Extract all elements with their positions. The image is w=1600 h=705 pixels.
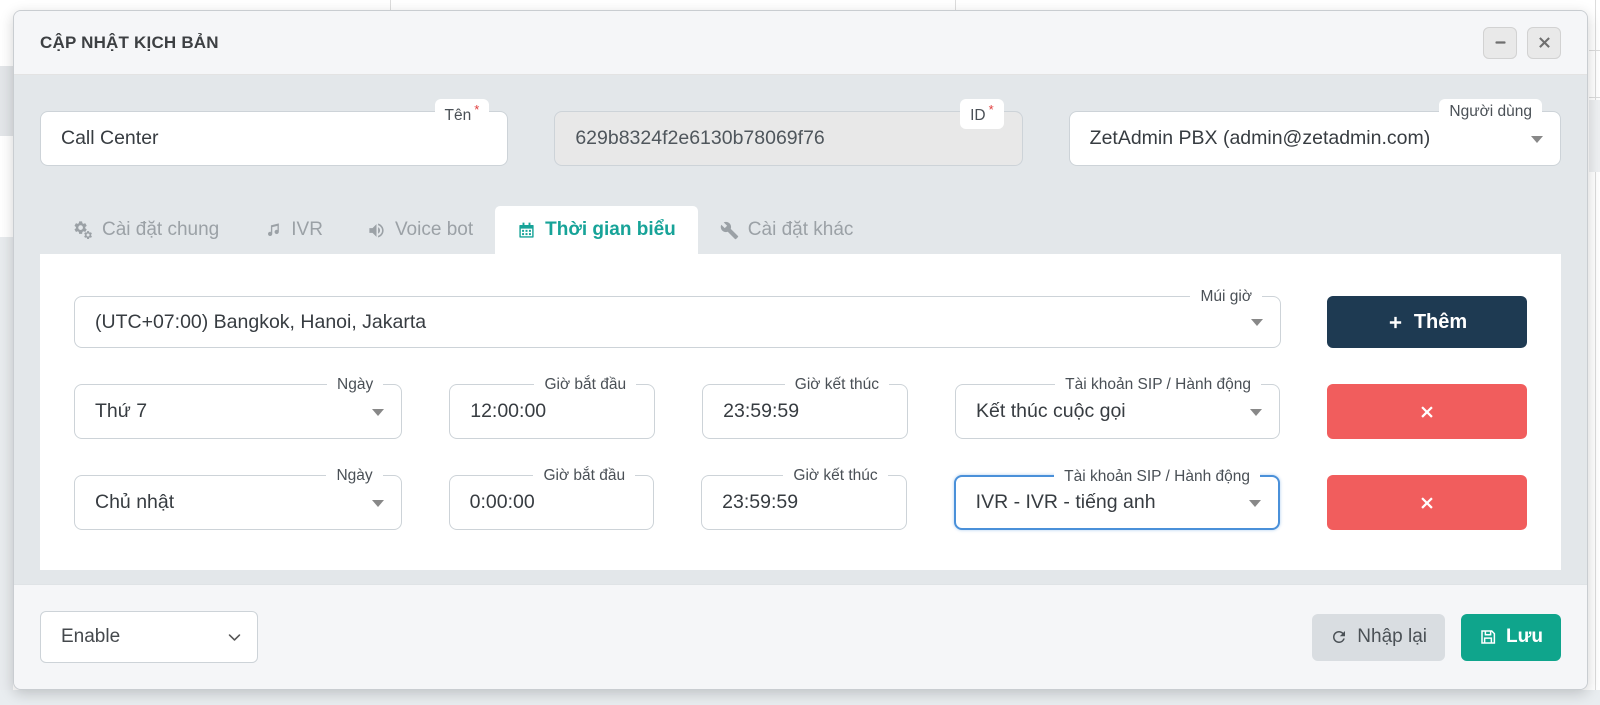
end-time-field: Giờ kết thúc [702, 372, 909, 439]
footer-actions: Nhập lại Lưu [1312, 613, 1561, 661]
x-icon [1421, 496, 1433, 509]
bg-divider [1589, 50, 1600, 51]
tab-schedule[interactable]: Thời gian biểu [495, 206, 698, 254]
day-label: Ngày [326, 463, 383, 489]
delete-row-button[interactable] [1327, 475, 1527, 530]
end-time-label: Giờ kết thúc [783, 463, 888, 489]
name-input[interactable] [61, 127, 488, 150]
start-time-field: Giờ bắt đầu [448, 463, 655, 530]
required-asterisk: * [988, 102, 994, 117]
gears-icon [74, 220, 92, 239]
bg-divider [390, 0, 391, 10]
end-time-label: Giờ kết thúc [784, 372, 890, 398]
start-time-label: Giờ bắt đầu [533, 463, 636, 489]
window-controls [1483, 26, 1561, 59]
end-time-field: Giờ kết thúc [701, 463, 907, 530]
sip-action-select[interactable]: Tài khoản SIP / Hành động Kết thúc cuộc … [955, 372, 1281, 439]
day-select[interactable]: Ngày Thứ 7 [74, 372, 403, 439]
schedule-tab-panel: Múi giờ (UTC+07:00) Bangkok, Hanoi, Jaka… [40, 254, 1561, 570]
required-asterisk: * [474, 102, 480, 117]
sip-action-value: Kết thúc cuộc gọi [976, 400, 1126, 422]
chevron-down-icon [228, 633, 241, 641]
start-time-input[interactable] [469, 491, 634, 514]
id-value: 629b8324f2e6130b78069f76 [575, 127, 825, 149]
bg-divider [1589, 97, 1600, 98]
minimize-button[interactable] [1483, 26, 1517, 59]
start-time-input[interactable] [470, 400, 635, 423]
modal-body: Tên* ID* 629b8324f2e6130b78069f76 Người … [14, 75, 1587, 584]
timezone-select[interactable]: Múi giờ (UTC+07:00) Bangkok, Hanoi, Jaka… [74, 284, 1281, 348]
caret-down-icon [1251, 319, 1263, 326]
tab-bar: Cài đặt chung IVR Voice bot [40, 206, 1561, 254]
name-field-wrapper: Tên * [40, 99, 509, 166]
timezone-row: Múi giờ (UTC+07:00) Bangkok, Hanoi, Jaka… [74, 284, 1527, 348]
sip-action-value: IVR - IVR - tiếng anh [975, 491, 1156, 513]
reset-button[interactable]: Nhập lại [1312, 613, 1446, 661]
status-select[interactable]: Enable [40, 611, 258, 663]
tab-general-settings[interactable]: Cài đặt chung [52, 206, 241, 254]
wrench-icon [720, 221, 738, 239]
tab-voice-bot[interactable]: Voice bot [345, 206, 495, 254]
status-select-value: Enable [61, 626, 121, 647]
bg-fragment [0, 237, 13, 705]
caret-down-icon [1250, 408, 1263, 416]
end-time-input[interactable] [723, 400, 888, 423]
caret-down-icon [371, 499, 384, 507]
delete-row-button[interactable] [1327, 384, 1528, 439]
minus-icon [1495, 41, 1505, 44]
bg-fragment [1589, 100, 1600, 172]
caret-down-icon [372, 408, 385, 416]
top-fields-row: Tên* ID* 629b8324f2e6130b78069f76 Người … [40, 99, 1561, 166]
id-field-label: ID * [960, 99, 1004, 129]
user-select[interactable]: Người dùng ZetAdmin PBX (admin@zetadmin.… [1068, 99, 1561, 166]
name-field-label: Tên * [434, 99, 490, 129]
id-field-wrapper: ID * 629b8324f2e6130b78069f76 [554, 99, 1023, 166]
caret-down-icon [1249, 499, 1261, 507]
update-scenario-modal: CẬP NHẬT KỊCH BẢN Tên* ID* 629b8324f2e61… [13, 10, 1588, 690]
caret-down-icon [1530, 135, 1543, 143]
day-label: Ngày [327, 372, 384, 398]
modal-footer: Enable Nhập lại Lưu [14, 584, 1587, 689]
start-time-field: Giờ bắt đầu [449, 372, 656, 439]
user-select-label: Người dùng [1439, 99, 1542, 125]
modal-title: CẬP NHẬT KỊCH BẢN [40, 32, 219, 52]
x-icon [1421, 405, 1433, 418]
sip-action-label: Tài khoản SIP / Hành động [1055, 372, 1262, 398]
sip-action-select[interactable]: Tài khoản SIP / Hành động IVR - IVR - ti… [953, 464, 1280, 530]
timezone-value: (UTC+07:00) Bangkok, Hanoi, Jakarta [95, 310, 427, 333]
tab-other-settings[interactable]: Cài đặt khác [698, 206, 876, 254]
bg-fragment [0, 66, 13, 136]
calendar-icon [519, 222, 534, 238]
timezone-label: Múi giờ [1190, 284, 1262, 310]
floppy-icon [1481, 630, 1496, 644]
x-icon [1538, 37, 1550, 48]
music-note-icon [268, 222, 280, 236]
tab-ivr[interactable]: IVR [241, 206, 345, 254]
day-value: Chủ nhật [95, 491, 175, 513]
end-time-input[interactable] [722, 491, 886, 514]
schedule-row: Ngày Chủ nhật Giờ bắt đầu Giờ kết thúc T… [74, 463, 1527, 530]
sip-action-label: Tài khoản SIP / Hành động [1054, 464, 1260, 490]
modal-header: CẬP NHẬT KỊCH BẢN [14, 11, 1587, 75]
user-select-value: ZetAdmin PBX (admin@zetadmin.com) [1089, 127, 1431, 149]
bg-divider [955, 0, 956, 10]
close-button[interactable] [1527, 26, 1561, 59]
start-time-label: Giờ bắt đầu [534, 372, 637, 398]
add-schedule-button[interactable]: Thêm [1327, 296, 1527, 348]
bg-fragment [0, 690, 1600, 705]
schedule-row: Ngày Thứ 7 Giờ bắt đầu Giờ kết thúc Tài … [74, 372, 1528, 439]
refresh-icon [1333, 631, 1346, 643]
save-button[interactable]: Lưu [1461, 613, 1561, 661]
day-value: Thứ 7 [95, 400, 148, 422]
plus-icon [1389, 316, 1401, 328]
bg-divider [1595, 0, 1596, 705]
day-select[interactable]: Ngày Chủ nhật [74, 463, 402, 530]
speaker-icon [369, 223, 384, 237]
